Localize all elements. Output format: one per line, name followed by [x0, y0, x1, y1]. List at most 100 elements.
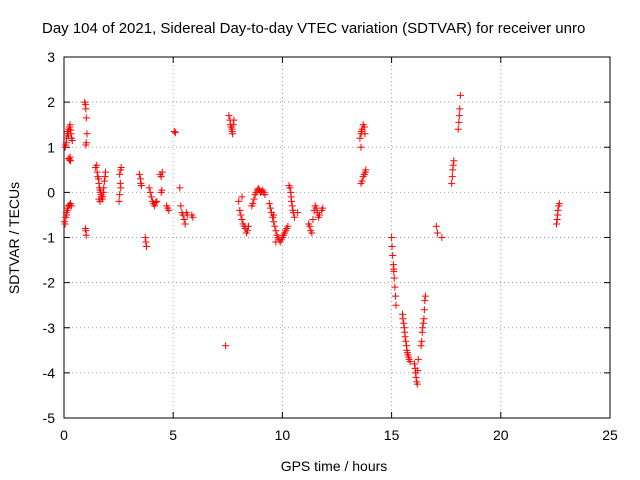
y-tick-label: -1 [43, 230, 56, 246]
data-point [449, 161, 457, 169]
data-point [414, 367, 422, 375]
data-point [115, 197, 123, 205]
data-point [288, 202, 296, 210]
data-point [116, 170, 124, 178]
y-tick-label: -2 [43, 275, 56, 291]
data-point [100, 177, 108, 185]
data-point [392, 301, 400, 309]
data-point [284, 222, 292, 230]
data-point [272, 227, 280, 235]
y-axis-label: SDTVAR / TECUs [6, 182, 22, 294]
y-tick-label: 2 [47, 94, 55, 110]
data-point [308, 229, 316, 237]
data-point [358, 177, 366, 185]
data-point [68, 202, 76, 210]
data-point [290, 213, 298, 221]
data-point [265, 200, 273, 208]
data-point [450, 157, 458, 165]
data-point [448, 179, 456, 187]
data-point [312, 204, 320, 212]
data-point [270, 211, 278, 219]
data-point [100, 184, 108, 192]
data-point [419, 324, 427, 332]
data-point [93, 161, 101, 169]
data-point [245, 222, 253, 230]
data-point [414, 355, 422, 363]
data-point [229, 130, 237, 138]
data-point [249, 200, 257, 208]
y-tick-label: 0 [47, 184, 55, 200]
data-point [455, 118, 463, 126]
y-tick-label: -5 [43, 410, 56, 426]
data-point [456, 105, 464, 113]
data-point [225, 112, 233, 120]
y-tick-label: -4 [43, 365, 56, 381]
data-point [402, 337, 410, 345]
data-point [438, 234, 446, 241]
data-point [360, 123, 368, 131]
y-tick-label: 1 [47, 139, 55, 155]
data-point [421, 292, 429, 300]
data-point [286, 184, 294, 192]
data-point [316, 211, 324, 219]
data-point [455, 112, 463, 120]
data-point [554, 206, 562, 214]
data-point [454, 125, 462, 133]
y-tick-label: 3 [47, 49, 55, 65]
data-point [411, 360, 419, 368]
data-point [552, 220, 560, 228]
data-point [388, 243, 396, 251]
data-point [176, 184, 184, 192]
data-point [151, 202, 159, 210]
data-point [61, 220, 69, 228]
data-point [392, 292, 400, 300]
data-point [238, 215, 246, 223]
data-point [145, 184, 153, 192]
axis-ticks: 0 5 10 15 20 25 -5 -4 -3 -2 -1 0 1 2 3 [43, 49, 618, 443]
data-point [236, 206, 244, 214]
data-point [270, 218, 278, 226]
data-point [261, 191, 269, 199]
data-point [419, 319, 427, 327]
data-point [272, 238, 280, 246]
data-point [138, 182, 146, 190]
data-point [357, 143, 365, 151]
data-point [141, 234, 149, 241]
data-point [271, 222, 279, 230]
data-point [229, 121, 237, 129]
data-point [143, 243, 151, 251]
data-point [82, 114, 90, 122]
data-points [60, 91, 563, 388]
data-point [401, 333, 409, 341]
grid-lines [64, 57, 610, 418]
data-point [399, 315, 407, 323]
data-point [413, 380, 421, 388]
data-point [420, 306, 428, 314]
data-point [63, 211, 71, 219]
data-point [142, 238, 150, 246]
data-point [181, 220, 189, 228]
data-point [67, 130, 75, 138]
data-point [93, 168, 101, 176]
data-point [96, 197, 104, 205]
data-point [146, 188, 154, 196]
data-point [230, 116, 238, 124]
data-point [306, 222, 314, 230]
data-point [417, 342, 425, 350]
data-point [83, 130, 91, 138]
data-point [421, 297, 429, 305]
data-point [391, 283, 399, 291]
data-point [147, 193, 155, 201]
x-tick-label: 0 [60, 427, 68, 443]
data-point [448, 173, 456, 181]
data-point [171, 129, 179, 137]
data-point [243, 227, 251, 235]
data-point [555, 200, 563, 208]
data-point [117, 184, 125, 192]
data-point [389, 252, 397, 260]
data-point [82, 231, 90, 239]
data-point [152, 198, 160, 206]
data-point [158, 168, 166, 176]
